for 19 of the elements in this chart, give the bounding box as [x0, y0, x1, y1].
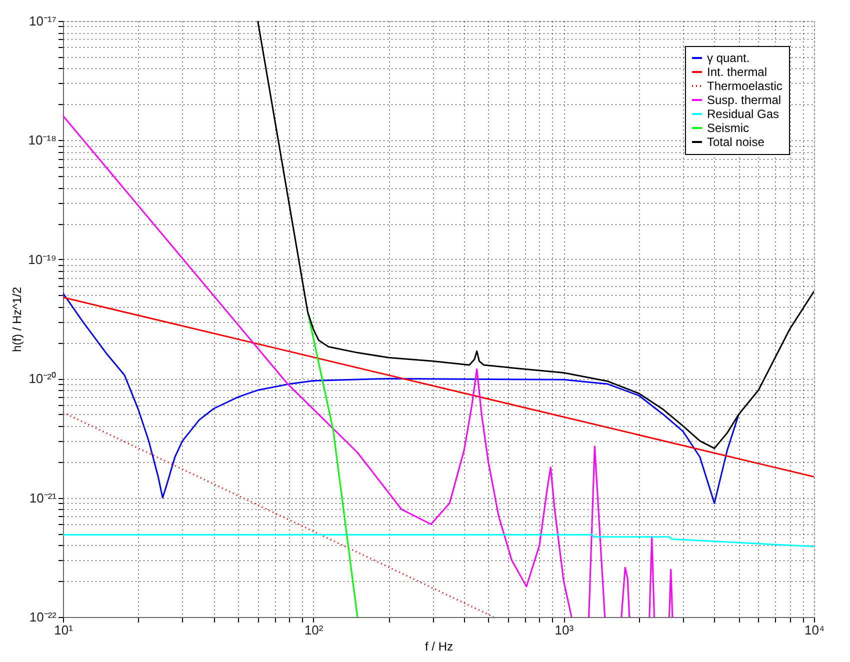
x-tick-label: 10¹: [54, 622, 74, 638]
y-tick-label: 10⁻¹⁸: [28, 132, 56, 148]
legend-label: Seismic: [707, 121, 750, 135]
y-tick-label: 10⁻²⁰: [28, 371, 56, 386]
legend-label: γ quant.: [707, 51, 750, 65]
legend-label: Residual Gas: [707, 107, 780, 121]
x-tick-label: 10²: [304, 622, 324, 638]
x-tick-label: 10³: [554, 622, 574, 638]
y-tick-label: 10⁻²²: [29, 610, 58, 624]
y-axis-title: h(f) / Hz^1/2: [10, 286, 24, 352]
y-tick-label: 10⁻¹⁷: [29, 14, 57, 28]
y-tick-label: 10⁻²¹: [29, 490, 58, 506]
x-tick-label: 10⁴: [804, 622, 825, 638]
legend-label: Thermoelastic: [707, 79, 782, 93]
legend-label: Susp. thermal: [707, 93, 782, 107]
legend-label: Int. thermal: [707, 65, 768, 79]
y-tick-label: 10⁻¹⁹: [28, 252, 56, 267]
legend-label: Total noise: [707, 135, 765, 149]
x-axis-title: f / Hz: [424, 640, 454, 654]
